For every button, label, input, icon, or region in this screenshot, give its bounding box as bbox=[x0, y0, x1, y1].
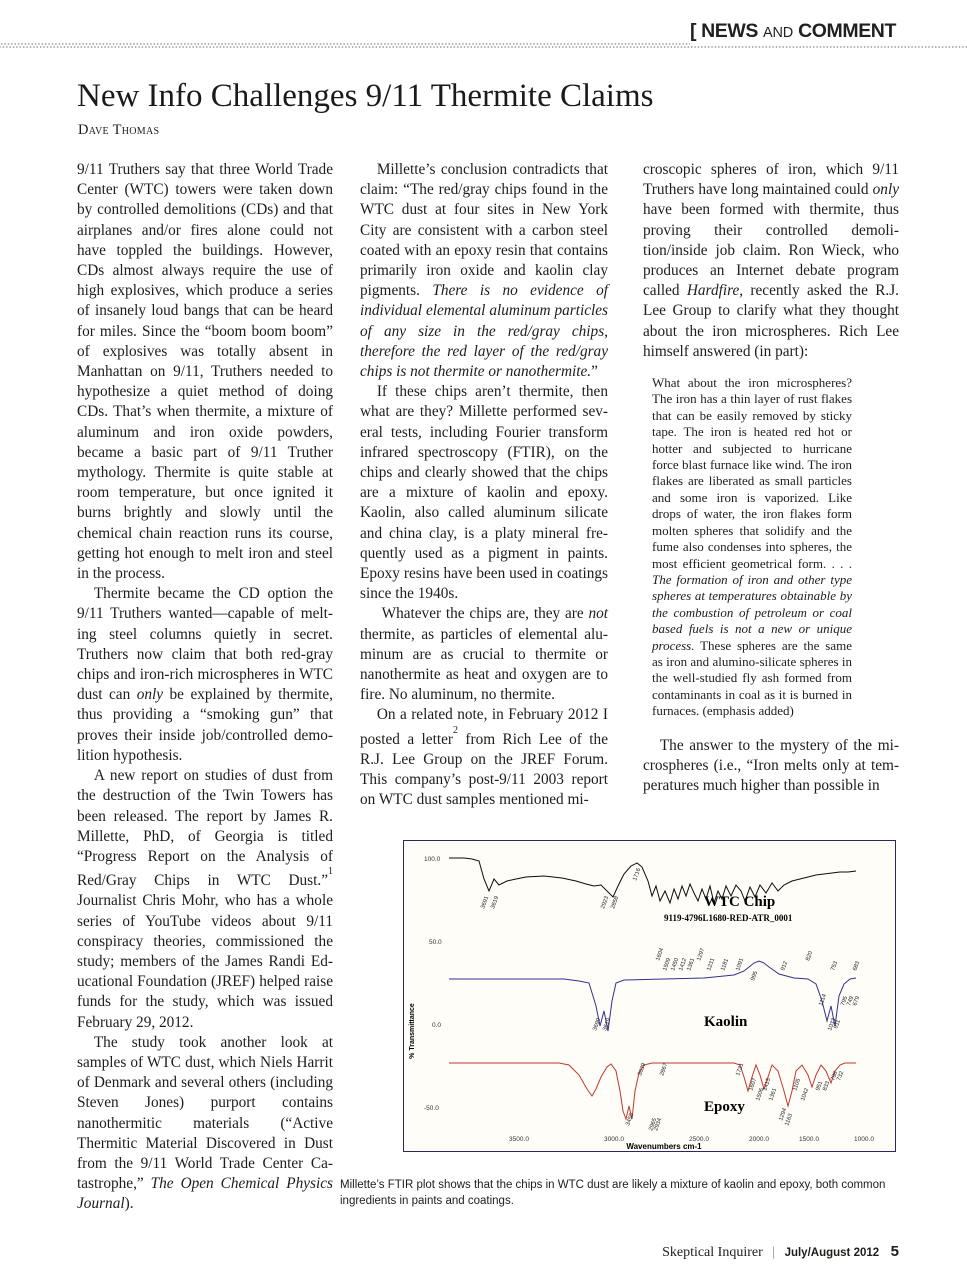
svg-text:100.0: 100.0 bbox=[424, 856, 441, 863]
svg-text:WTC Chip: WTC Chip bbox=[704, 894, 775, 910]
svg-text:-50.0: -50.0 bbox=[424, 1105, 439, 1112]
svg-text:3000.0: 3000.0 bbox=[604, 1136, 624, 1143]
svg-text:1500.0: 1500.0 bbox=[799, 1136, 819, 1143]
svg-text:3500.0: 3500.0 bbox=[509, 1136, 529, 1143]
svg-text:2000.0: 2000.0 bbox=[749, 1136, 769, 1143]
svg-text:0.0: 0.0 bbox=[432, 1022, 441, 1029]
svg-text:Epoxy: Epoxy bbox=[704, 1099, 745, 1115]
svg-text:50.0: 50.0 bbox=[429, 939, 442, 946]
svg-text:Kaolin: Kaolin bbox=[704, 1014, 748, 1030]
svg-text:9119-4796L1680-RED-ATR_0001: 9119-4796L1680-RED-ATR_0001 bbox=[664, 913, 793, 923]
svg-text:% Transmittance: % Transmittance bbox=[409, 1003, 416, 1059]
svg-text:Wavenumbers cm-1: Wavenumbers cm-1 bbox=[626, 1142, 702, 1151]
svg-text:1000.0: 1000.0 bbox=[854, 1136, 874, 1143]
